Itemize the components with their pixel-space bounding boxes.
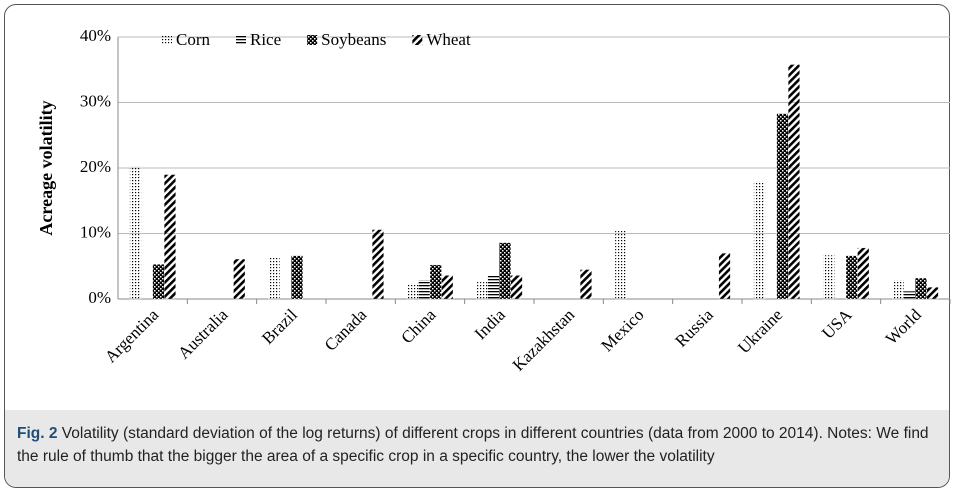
legend-label: Soybeans — [321, 30, 386, 49]
bar — [291, 255, 303, 300]
bar — [499, 242, 511, 300]
bar — [164, 174, 176, 300]
bar — [915, 277, 927, 300]
bar — [822, 254, 835, 300]
legend-item: Wheat — [412, 30, 471, 49]
x-tick-label: Argentina — [101, 305, 163, 367]
bar — [476, 281, 488, 300]
legend-label: Rice — [250, 30, 281, 49]
y-tick-label: 30% — [80, 91, 111, 110]
x-tick-label: Kazakhstan — [509, 305, 579, 375]
figure-frame — [4, 4, 950, 488]
legend-swatch — [307, 35, 318, 45]
bar — [845, 255, 858, 300]
bar — [487, 275, 500, 300]
x-tick-label: World — [882, 305, 926, 349]
caption-text: Volatility (standard deviation of the lo… — [17, 425, 929, 465]
legend-item: Rice — [236, 30, 281, 49]
bar — [152, 264, 165, 300]
bar — [372, 229, 384, 300]
x-tick-label: USA — [818, 305, 856, 343]
bar — [892, 279, 904, 300]
y-axis-label: Acreage volatility — [36, 100, 56, 235]
bar — [776, 113, 789, 300]
y-tick-label: 40% — [80, 26, 111, 45]
bar — [857, 247, 870, 300]
legend-item: Soybeans — [307, 30, 386, 49]
x-tick-label: Mexico — [597, 305, 647, 355]
y-tick-label: 0% — [88, 288, 111, 307]
legend-swatch — [162, 35, 172, 45]
x-tick-label: Australia — [174, 305, 232, 363]
bar — [510, 275, 523, 300]
x-tick-label: Ukraine — [734, 305, 786, 357]
x-tick-label: Russia — [671, 305, 717, 351]
bar — [441, 275, 454, 300]
x-tick-label: India — [471, 305, 509, 343]
bar — [233, 258, 246, 300]
x-tick-label: China — [397, 305, 439, 347]
legend-swatch — [412, 35, 423, 45]
legend-item: Corn — [162, 30, 211, 49]
bar — [418, 279, 431, 300]
bar — [580, 269, 592, 300]
chart: Acreage volatility 0% 10% 20% 30% 40% Argenti… — [36, 26, 951, 375]
bar — [903, 290, 916, 300]
bar — [788, 64, 800, 300]
legend-swatch — [236, 35, 246, 45]
bar — [129, 165, 142, 300]
bar — [753, 180, 766, 300]
bar — [429, 264, 442, 300]
bar — [406, 283, 419, 300]
caption-label: Fig. 2 — [17, 425, 58, 442]
y-tick-label: 20% — [80, 157, 111, 176]
legend-label: Corn — [176, 30, 211, 49]
y-tick-label: 10% — [80, 222, 111, 241]
bar — [614, 229, 627, 300]
bar — [926, 287, 939, 300]
x-tick-label: Canada — [321, 305, 371, 355]
legend-label: Wheat — [426, 30, 471, 49]
x-tick-label: Brazil — [258, 305, 301, 348]
caption: Fig. 2 Volatility (standard deviation of… — [5, 410, 949, 487]
bar — [718, 252, 731, 300]
bar — [268, 257, 280, 300]
